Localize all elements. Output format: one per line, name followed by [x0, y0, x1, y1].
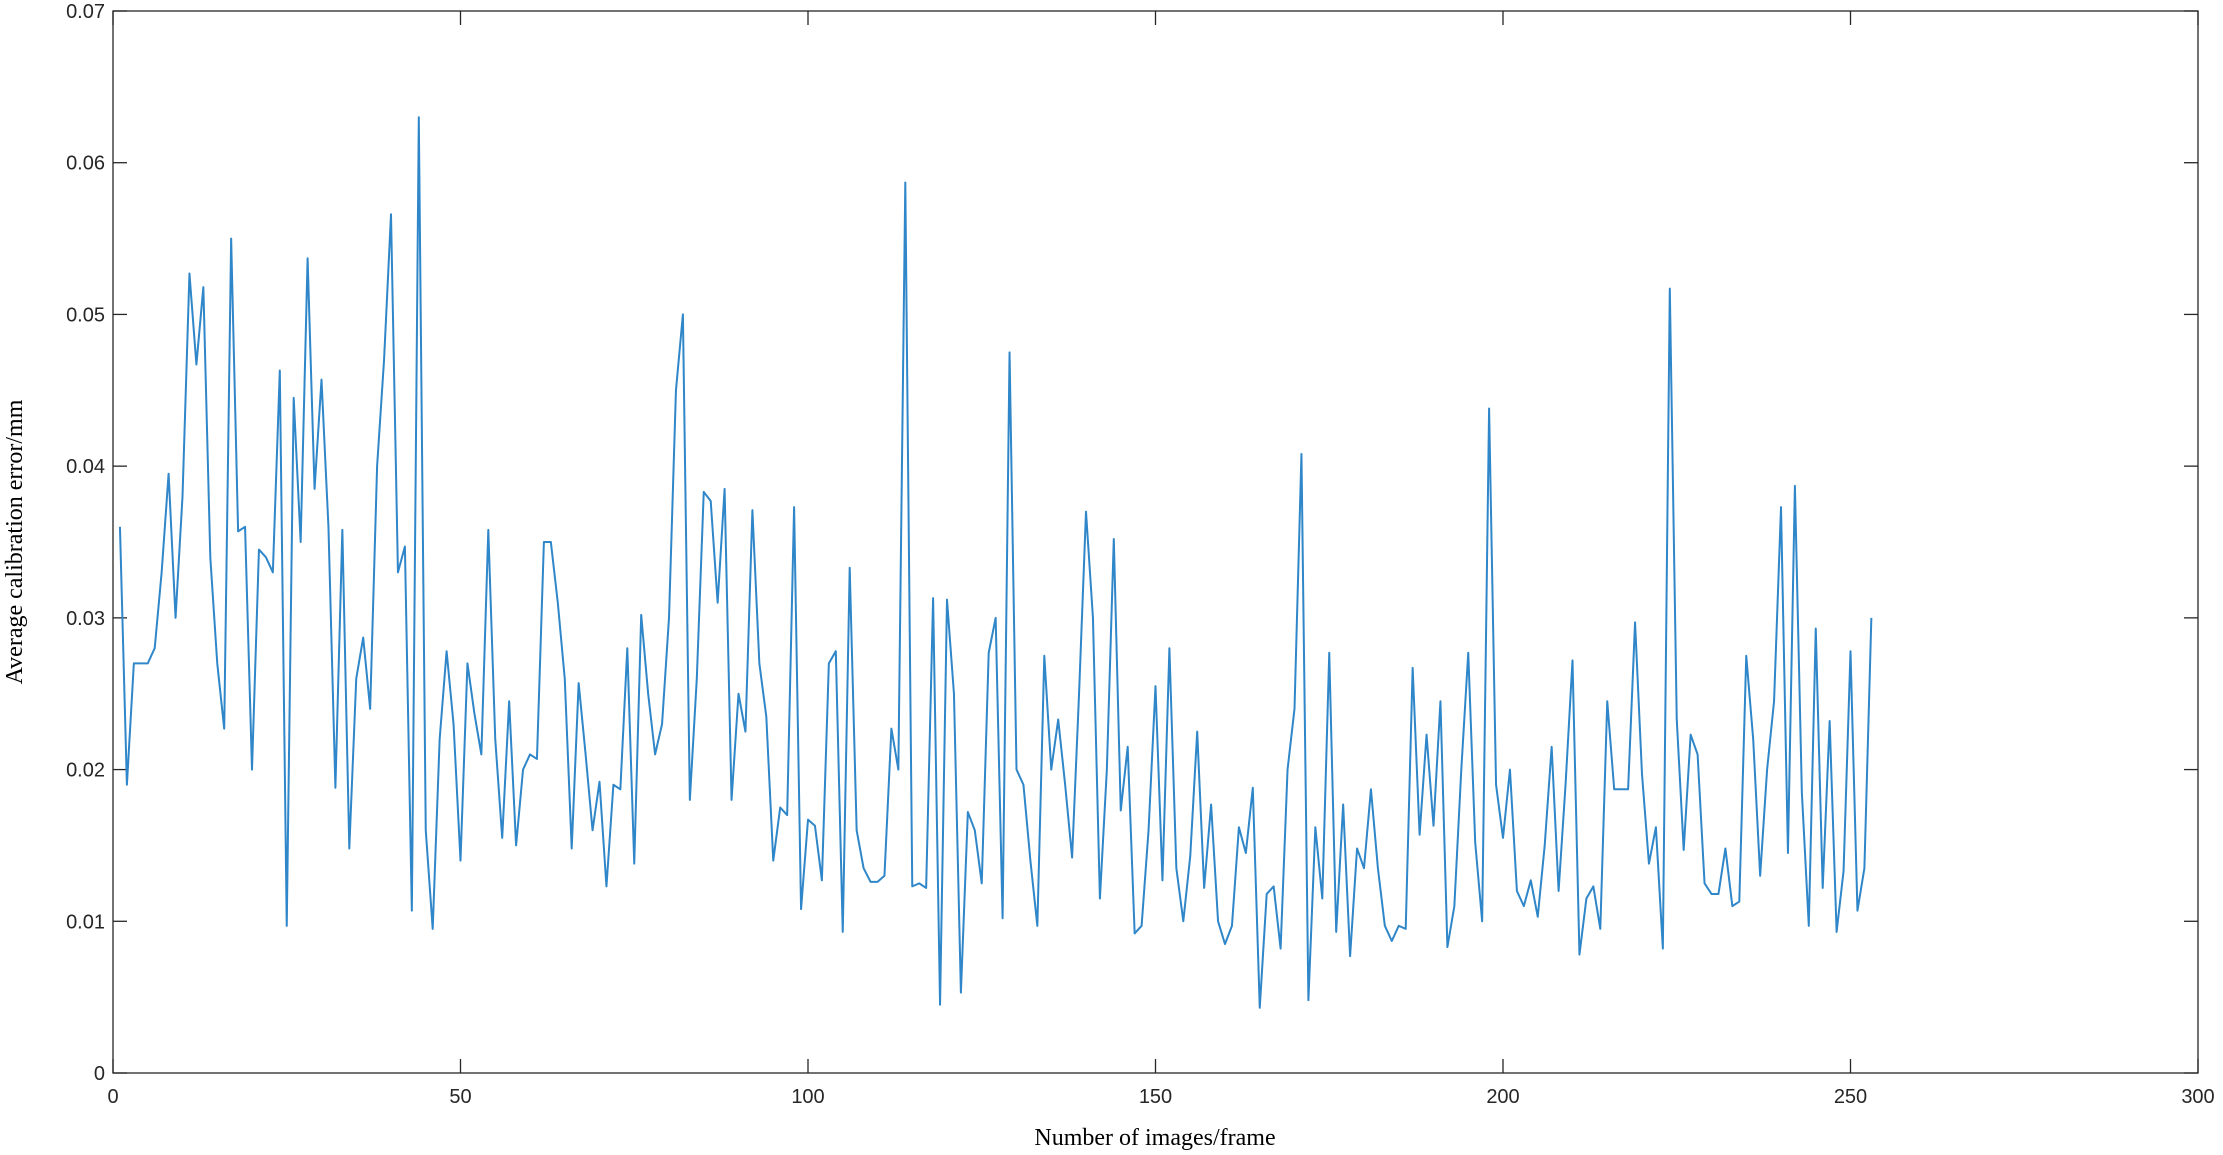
y-tick-label: 0.04 [66, 456, 105, 478]
y-tick-label: 0 [94, 1063, 105, 1085]
x-tick-label: 250 [1834, 1086, 1867, 1108]
y-tick-label: 0.06 [66, 153, 105, 175]
y-axis-label: Average calibration error/mm [2, 399, 28, 684]
x-tick-label: 200 [1486, 1086, 1519, 1108]
x-tick-label: 100 [791, 1086, 824, 1108]
x-tick-label: 0 [107, 1086, 118, 1108]
y-tick-label: 0.01 [66, 911, 105, 933]
y-tick-label: 0.03 [66, 608, 105, 630]
data-line [118, 116, 1873, 1009]
x-tick-label: 50 [449, 1086, 471, 1108]
x-tick-label: 300 [2181, 1086, 2214, 1108]
y-tick-label: 0.02 [66, 760, 105, 782]
plot-frame [112, 10, 2199, 1074]
y-tick-label: 0.07 [66, 1, 105, 23]
x-tick-label: 150 [1139, 1086, 1172, 1108]
y-tick-label: 0.05 [66, 304, 105, 326]
x-axis-label: Number of images/frame [1034, 1125, 1275, 1151]
